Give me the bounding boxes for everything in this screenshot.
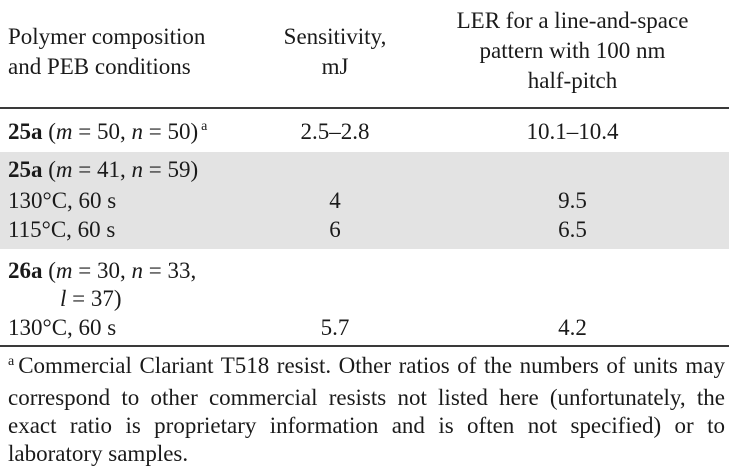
row-25a-first-composition: 25a (m = 50, n = 50) a [8,117,207,151]
row-25a-condition-2: 115°C, 60 s [8,217,116,242]
var-l: l [60,286,67,311]
table-footnote: a Commercial Clariant T518 resist. Other … [8,352,725,468]
header-rule [0,107,729,109]
header-col2-line1: Sensitivity, [283,24,387,49]
footnote-text: Commercial Clariant T518 resist. Other r… [8,353,725,466]
row-26a-condition-1-sensitivity: 5.7 [320,315,350,340]
row-25a-condition-1: 130°C, 60 s [8,188,117,213]
row-26a-condition-1: 130°C, 60 s [8,315,117,340]
params-open: ( [42,258,56,283]
val-n: = 50) [143,119,199,144]
header-col1-line1: Polymer composition [8,24,206,49]
footnote-marker: a [8,354,15,369]
polymer-id: 25a [8,119,43,144]
header-col3-line1: LER for a line-and-space [456,8,689,33]
var-m: m [55,119,73,144]
params-open: ( [42,119,56,144]
val-n: = 33, [143,258,197,283]
header-col3-line3: half-pitch [527,68,618,93]
header-ler: LER for a line-and-space pattern with 10… [420,6,725,96]
row-26a-composition: 26a (m = 30, n = 33, [8,256,196,286]
row-25a-condition-1-ler: 9.5 [558,188,587,213]
row-26a-composition-cont: l = 37) [60,284,122,314]
header-col1-line2: and PEB conditions [8,54,191,79]
val-n: = 59) [143,157,199,182]
row-25a-first-sensitivity: 2.5–2.8 [300,119,370,144]
footer-rule [0,345,729,347]
var-m: m [55,157,73,182]
val-m: = 41, [72,157,132,182]
header-sensitivity: Sensitivity, mJ [255,22,415,82]
row-26a-condition-1-ler: 4.2 [558,315,587,340]
row-25a-second-composition: 25a (m = 41, n = 59) [8,155,198,185]
shaded-row-band [0,152,729,249]
var-n: n [131,157,144,182]
header-col3-line2: pattern with 100 nm [479,38,666,63]
header-polymer-composition: Polymer composition and PEB conditions [8,22,205,82]
header-col2-line2: mJ [321,54,349,79]
polymer-id: 26a [8,258,43,283]
val-m: = 30, [72,258,132,283]
row-25a-condition-2-sensitivity: 6 [329,217,341,242]
val-l: = 37) [66,286,122,311]
params-open: ( [42,157,56,182]
var-n: n [131,258,144,283]
row-25a-first-ler: 10.1–10.4 [526,119,619,144]
var-n: n [131,119,144,144]
row-25a-condition-1-sensitivity: 4 [329,188,341,213]
var-m: m [55,258,73,283]
polymer-id: 25a [8,157,43,182]
row-25a-condition-2-ler: 6.5 [558,217,587,242]
val-m: = 50, [72,119,132,144]
footnote-mark: a [201,119,208,134]
